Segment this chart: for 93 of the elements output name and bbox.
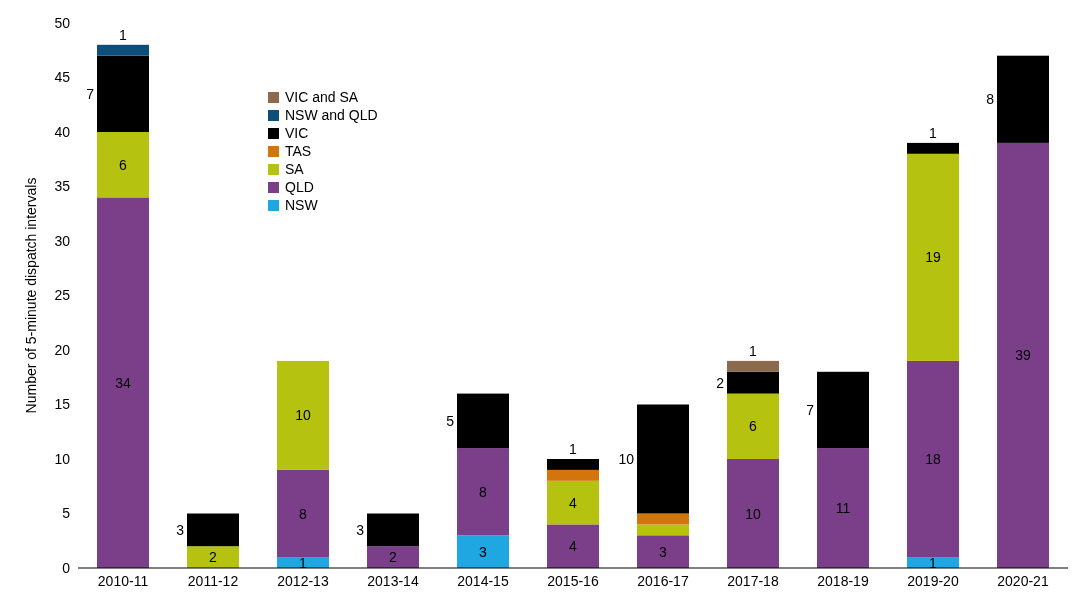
y-tick-label: 35 xyxy=(54,178,71,195)
data-label: 1 xyxy=(119,26,128,43)
x-tick-label: 2018-19 xyxy=(817,572,869,589)
bar xyxy=(547,480,599,525)
data-label: 8 xyxy=(479,483,488,500)
y-tick-label: 25 xyxy=(54,287,71,304)
data-label: 34 xyxy=(115,374,131,391)
data-label: 3 xyxy=(176,521,185,538)
data-label: 2 xyxy=(389,549,398,566)
legend-label: SA xyxy=(285,161,304,177)
bar xyxy=(907,142,959,154)
y-tick-label: 40 xyxy=(54,123,71,140)
bar xyxy=(637,535,689,568)
x-tick-label: 2014-15 xyxy=(457,572,509,589)
legend-label: NSW xyxy=(285,197,318,213)
bar xyxy=(637,524,689,536)
bar xyxy=(637,513,689,525)
x-tick-label: 2019-20 xyxy=(907,572,959,589)
data-label: 10 xyxy=(745,505,761,522)
bar xyxy=(457,448,509,536)
bar xyxy=(457,393,509,449)
bar xyxy=(637,404,689,514)
data-label: 39 xyxy=(1015,347,1031,364)
legend-label: VIC xyxy=(285,125,309,141)
y-tick-label: 20 xyxy=(54,341,71,358)
x-tick-label: 2016-17 xyxy=(637,572,689,589)
x-tick-label: 2017-18 xyxy=(727,572,779,589)
bar xyxy=(367,546,419,568)
data-label: 7 xyxy=(806,401,815,418)
y-tick-label: 45 xyxy=(54,69,71,86)
bar xyxy=(547,524,599,568)
x-tick-label: 2012-13 xyxy=(277,572,329,589)
data-label: 3 xyxy=(356,521,365,538)
data-label: 10 xyxy=(295,407,311,424)
bar xyxy=(367,513,419,547)
data-label: 8 xyxy=(986,91,995,108)
bar xyxy=(727,360,779,372)
bar xyxy=(97,197,149,568)
data-label: 1 xyxy=(929,554,938,571)
data-label: 2 xyxy=(209,549,218,566)
bar xyxy=(97,132,149,198)
data-label: 19 xyxy=(925,249,941,266)
y-tick-label: 15 xyxy=(54,396,71,413)
legend-label: VIC and SA xyxy=(285,89,359,105)
y-tick-label: 30 xyxy=(54,232,71,249)
bar xyxy=(457,535,509,568)
y-tick-label: 5 xyxy=(62,505,71,522)
bar xyxy=(97,55,149,132)
bar xyxy=(727,459,779,568)
bar xyxy=(997,142,1049,568)
bar xyxy=(907,360,959,558)
x-tick-label: 2013-14 xyxy=(367,572,419,589)
data-label: 4 xyxy=(569,538,578,555)
x-tick-label: 2015-16 xyxy=(547,572,599,589)
data-label: 3 xyxy=(479,543,488,560)
bar xyxy=(277,360,329,470)
legend-label: NSW and QLD xyxy=(285,107,378,123)
x-tick-label: 2010-11 xyxy=(97,572,149,589)
legend-label: TAS xyxy=(285,143,312,159)
data-label: 7 xyxy=(86,85,95,102)
y-axis-title: Number of 5-minute dispatch intervals xyxy=(22,177,39,414)
bar xyxy=(97,44,149,56)
data-label: 2 xyxy=(716,374,725,391)
data-label: 8 xyxy=(299,505,308,522)
data-label: 18 xyxy=(925,451,941,467)
data-label: 1 xyxy=(299,554,308,571)
bar xyxy=(547,469,599,481)
data-label: 10 xyxy=(618,451,635,467)
bar xyxy=(727,393,779,459)
data-label: 1 xyxy=(929,124,938,141)
y-tick-label: 0 xyxy=(62,559,71,576)
data-label: 1 xyxy=(569,441,578,457)
data-label: 4 xyxy=(569,494,578,511)
bar xyxy=(187,546,239,568)
bar xyxy=(547,459,599,470)
data-label: 11 xyxy=(835,500,851,517)
data-label: 6 xyxy=(749,418,758,435)
y-tick-label: 50 xyxy=(54,14,71,31)
y-tick-label: 10 xyxy=(54,450,71,467)
data-label: 5 xyxy=(446,412,455,429)
bar xyxy=(187,513,239,547)
bar xyxy=(997,55,1049,143)
x-tick-label: 2020-21 xyxy=(997,572,1049,589)
data-label: 3 xyxy=(659,543,668,560)
bar xyxy=(817,448,869,568)
bar xyxy=(727,371,779,394)
data-label: 6 xyxy=(119,156,128,173)
bar xyxy=(277,469,329,558)
x-tick-label: 2011-12 xyxy=(187,572,239,589)
data-label: 1 xyxy=(749,342,758,359)
bar xyxy=(817,371,869,449)
legend-label: QLD xyxy=(285,179,314,195)
bar xyxy=(907,153,959,361)
